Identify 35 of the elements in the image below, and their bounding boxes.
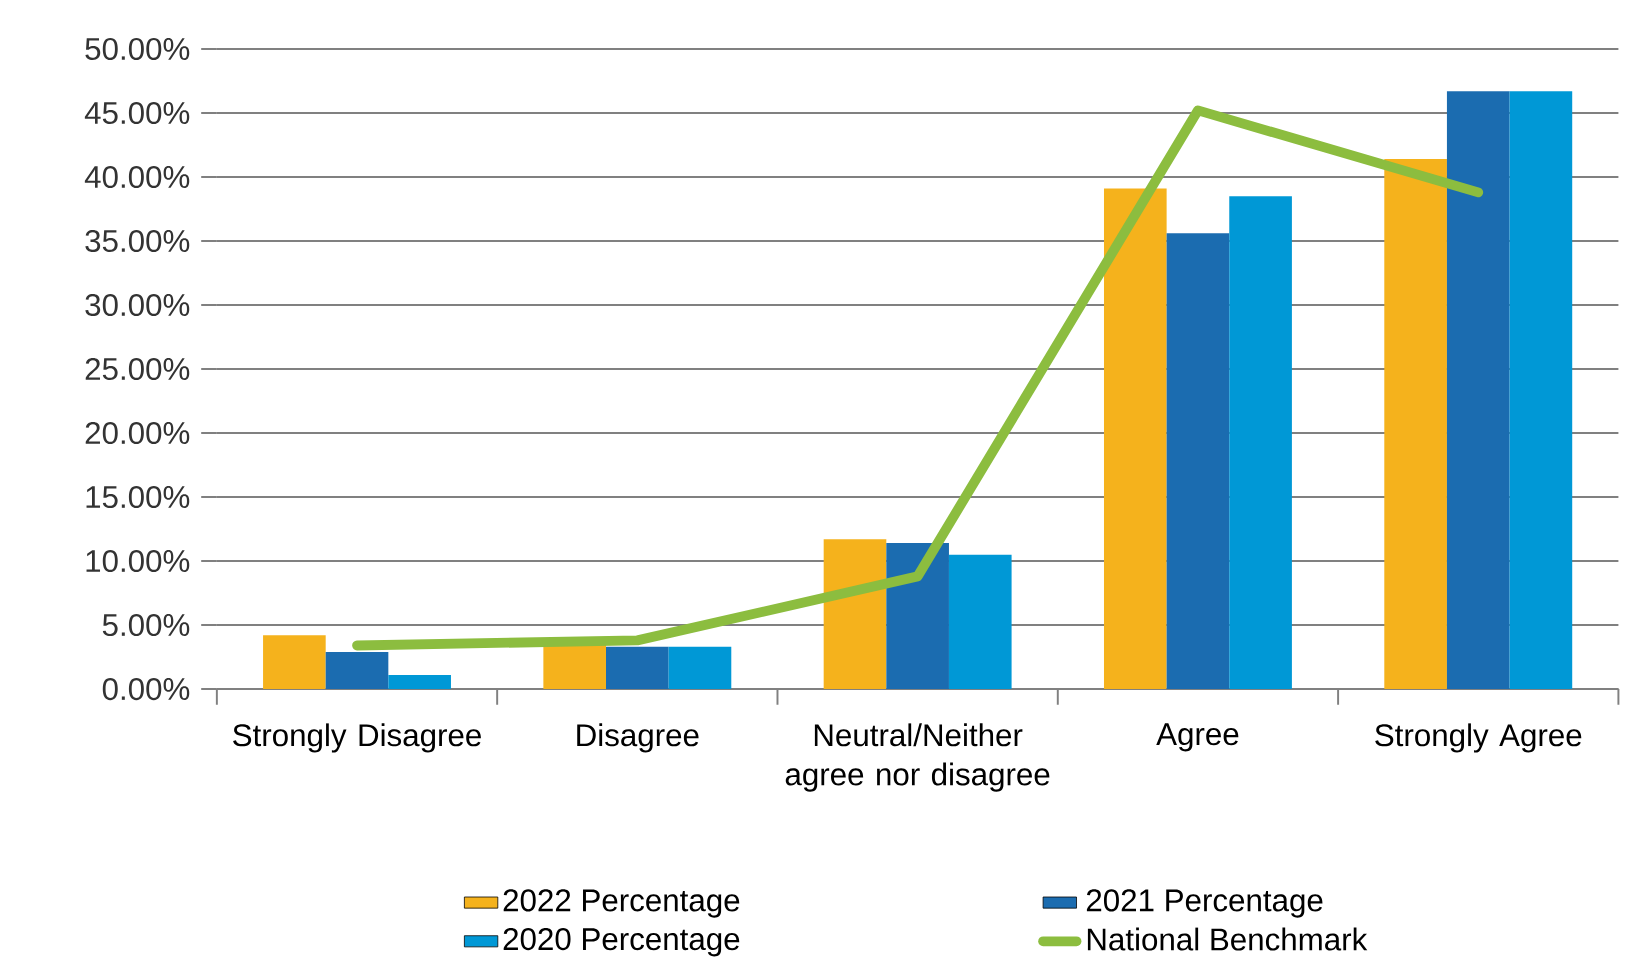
bar bbox=[263, 635, 326, 690]
legend-label: 2021 Percentage bbox=[1086, 889, 1323, 918]
legend-label: 2020 Percentage bbox=[503, 928, 740, 957]
y-tick-label: 45.00% bbox=[84, 101, 190, 125]
bar bbox=[543, 643, 607, 690]
y-tick-label: 20.00% bbox=[85, 422, 190, 445]
legend-label: 2022 Percentage bbox=[503, 889, 740, 918]
y-tick-label: 25.00% bbox=[85, 358, 190, 381]
y-tick-label: 5.00% bbox=[102, 614, 190, 637]
x-tick-label: Neutral/Neither agree nor disagree bbox=[785, 723, 1050, 792]
legend-label: National Benchmark bbox=[1087, 927, 1368, 951]
bar bbox=[1229, 196, 1292, 690]
bar bbox=[668, 646, 732, 690]
x-tick-label: Strongly Agree bbox=[1375, 723, 1582, 753]
bar bbox=[948, 554, 1012, 690]
y-tick-label: 10.00% bbox=[86, 550, 190, 573]
y-tick-label: 40.00% bbox=[84, 165, 190, 189]
y-tick-label: 50.00% bbox=[85, 37, 190, 61]
bar bbox=[1509, 91, 1573, 690]
bar bbox=[1446, 91, 1510, 690]
y-tick-label: 35.00% bbox=[85, 230, 190, 253]
bar bbox=[388, 675, 451, 690]
bar bbox=[886, 543, 949, 690]
y-tick-label: 30.00% bbox=[85, 294, 190, 317]
bar bbox=[1166, 233, 1230, 690]
x-tick-label: Disagree bbox=[577, 723, 699, 753]
y-tick-label: 15.00% bbox=[86, 486, 190, 509]
x-tick-label: Strongly Disagree bbox=[233, 723, 481, 753]
y-tick-label: 0.00% bbox=[102, 678, 190, 701]
bar bbox=[325, 652, 389, 690]
x-tick-label: Agree bbox=[1156, 723, 1239, 752]
bar bbox=[823, 539, 887, 690]
bar bbox=[606, 646, 669, 690]
bar bbox=[1103, 188, 1167, 690]
bar bbox=[1384, 159, 1447, 690]
